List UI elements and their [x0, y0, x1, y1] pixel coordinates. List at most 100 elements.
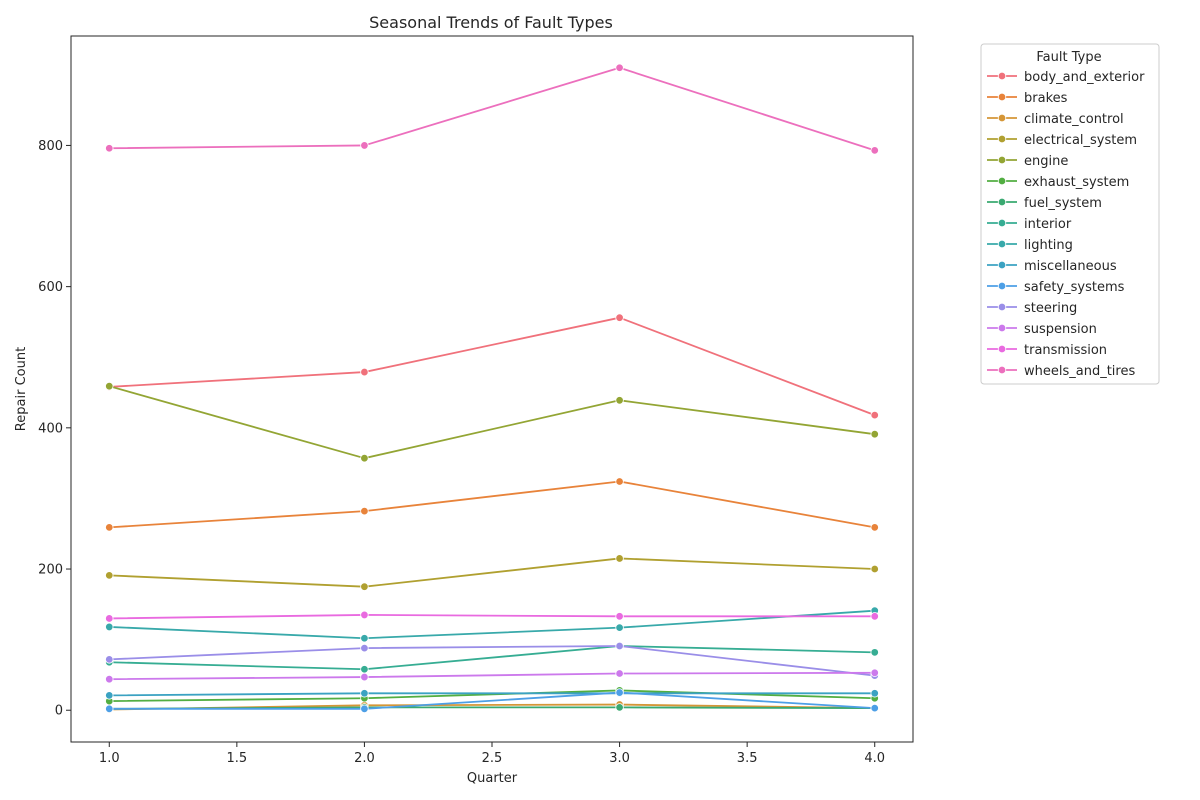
- y-tick-label: 0: [55, 704, 63, 719]
- series-engine: [105, 381, 879, 463]
- data-point: [360, 453, 369, 463]
- legend-marker: [997, 239, 1007, 249]
- legend-marker: [997, 260, 1007, 270]
- series-line: [109, 609, 875, 640]
- series-line: [109, 645, 875, 677]
- data-point: [870, 612, 879, 621]
- data-point: [870, 564, 879, 574]
- series-lighting: [105, 606, 879, 643]
- series-safety-systems: [105, 688, 879, 714]
- data-point: [360, 610, 369, 620]
- legend-item: engine: [987, 154, 1068, 169]
- data-point: [105, 704, 114, 714]
- series-line: [109, 614, 875, 620]
- data-point: [870, 703, 879, 713]
- x-tick-label: 1.5: [227, 751, 248, 766]
- chart-title: Seasonal Trends of Fault Types: [369, 13, 613, 32]
- series-line: [109, 480, 875, 529]
- series-transmission: [105, 610, 879, 623]
- series-line: [109, 671, 875, 681]
- series-suspension: [105, 668, 879, 684]
- data-point: [615, 688, 624, 697]
- data-point: [105, 655, 114, 664]
- series-line: [109, 691, 875, 710]
- x-tick-label: 3.0: [609, 751, 630, 766]
- data-point: [105, 571, 114, 580]
- legend-label: climate_control: [1024, 112, 1124, 127]
- legend-title: Fault Type: [1036, 50, 1101, 65]
- series-miscellaneous: [105, 689, 879, 700]
- series-line: [109, 645, 875, 671]
- data-point: [870, 668, 879, 678]
- data-point: [360, 665, 369, 674]
- legend-item: transmission: [987, 343, 1107, 358]
- data-point: [615, 612, 624, 621]
- y-tick-label: 400: [38, 421, 63, 436]
- data-point: [360, 672, 369, 682]
- data-point: [360, 689, 369, 698]
- data-point: [105, 381, 114, 391]
- y-tick-label: 600: [38, 280, 63, 295]
- data-point: [105, 691, 114, 700]
- data-point: [870, 648, 879, 657]
- legend-item: body_and_exterior: [987, 70, 1145, 85]
- data-point: [360, 367, 369, 377]
- legend-marker: [997, 71, 1007, 81]
- legend-marker: [997, 155, 1007, 165]
- y-tick-label: 800: [38, 139, 63, 154]
- data-point: [615, 669, 624, 678]
- series-line: [109, 66, 876, 152]
- series-brakes: [105, 477, 879, 532]
- series-line: [109, 316, 876, 416]
- legend-marker: [997, 113, 1007, 123]
- data-point: [105, 523, 114, 532]
- legend-box: [980, 43, 1160, 385]
- data-point: [870, 410, 879, 420]
- legend-label: brakes: [1024, 91, 1068, 106]
- plot-frame: [70, 35, 914, 743]
- legend-item: steering: [987, 301, 1077, 316]
- x-tick-label: 2.5: [482, 751, 503, 766]
- data-point: [615, 554, 624, 563]
- series-line: [109, 385, 875, 460]
- y-axis: 0 200 400 600 800: [38, 139, 71, 719]
- data-point: [615, 623, 624, 632]
- y-axis-label: Repair Count: [14, 347, 29, 431]
- series-line: [109, 692, 875, 697]
- legend-label: suspension: [1024, 322, 1097, 337]
- legend-label: body_and_exterior: [1024, 70, 1145, 85]
- legend-label: transmission: [1024, 343, 1107, 358]
- data-point: [870, 146, 879, 155]
- data-point: [615, 396, 624, 405]
- legend-item: brakes: [987, 91, 1068, 106]
- legend-item: miscellaneous: [987, 259, 1117, 274]
- legend-item: exhaust_system: [987, 175, 1129, 190]
- legend-label: wheels_and_tires: [1024, 364, 1135, 379]
- legend-item: climate_control: [987, 112, 1124, 127]
- x-tick-label: 2.0: [354, 751, 375, 766]
- data-point: [105, 674, 114, 684]
- series-body-and-exterior: [105, 313, 879, 420]
- data-point: [105, 614, 114, 623]
- legend-label: steering: [1024, 301, 1077, 316]
- data-point: [105, 144, 114, 153]
- legend-item: lighting: [987, 238, 1073, 253]
- legend-label: interior: [1024, 217, 1072, 232]
- data-point: [615, 641, 624, 651]
- legend-item: fuel_system: [987, 196, 1102, 211]
- data-point: [615, 477, 624, 486]
- plot-series-group: [105, 63, 879, 714]
- x-axis: 1.0 1.5 2.0 2.5 3.0 3.5 4.0: [99, 742, 885, 766]
- legend-marker: [997, 344, 1007, 354]
- legend-item: wheels_and_tires: [987, 364, 1135, 379]
- legend-marker: [997, 134, 1007, 144]
- data-point: [615, 63, 624, 72]
- data-point: [615, 313, 624, 322]
- legend-label: engine: [1024, 154, 1068, 169]
- legend-marker: [997, 197, 1007, 207]
- legend-marker: [997, 176, 1007, 186]
- x-tick-label: 1.0: [99, 751, 120, 766]
